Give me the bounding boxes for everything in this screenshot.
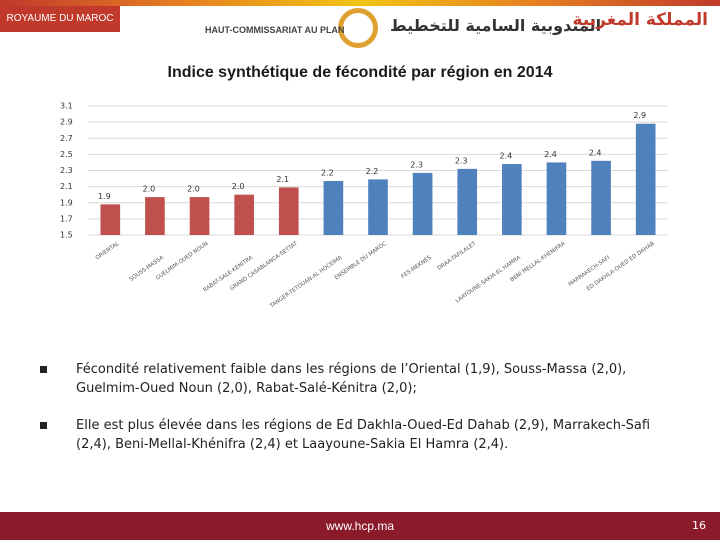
- y-tick-label: 1.5: [60, 231, 73, 240]
- bar: [368, 179, 388, 235]
- data-label: 2.9: [633, 111, 646, 120]
- bar: [591, 160, 611, 235]
- page-number: 16: [692, 519, 706, 532]
- y-tick-label: 1.7: [60, 214, 73, 223]
- footer-url: www.hcp.ma: [325, 519, 395, 533]
- chart-title: Indice synthétique de fécondité par régi…: [167, 64, 553, 81]
- bar: [189, 197, 210, 235]
- bar: [278, 187, 299, 235]
- country-label: ROYAUME DU MAROC: [0, 6, 120, 32]
- data-label: 2.1: [276, 175, 289, 184]
- bar: [145, 197, 165, 235]
- bar: [234, 194, 254, 235]
- x-tick-label: MARRAKECH-SAFI: [568, 255, 612, 288]
- data-label: 2.0: [187, 185, 200, 194]
- x-tick-label: ENSEMBLE DU MAROC: [334, 241, 388, 281]
- bar: [100, 204, 121, 235]
- bullet-list: Fécondité relativement faible dans les r…: [40, 360, 680, 472]
- data-label: 2.2: [366, 167, 379, 176]
- x-tick-label: DRAA-TAFILALET: [437, 241, 478, 272]
- logo: [338, 8, 378, 48]
- y-tick-label: 3.1: [60, 102, 73, 111]
- institution-name: HAUT-COMMISSARIAT AU PLAN: [205, 25, 345, 35]
- x-tick-label: GUELMIM-OUED NOUN: [155, 241, 210, 282]
- bar: [323, 180, 344, 235]
- data-label: 2.3: [410, 160, 423, 169]
- data-label: 2.0: [143, 185, 156, 194]
- bar: [412, 172, 433, 235]
- header-strip: [0, 0, 720, 6]
- data-label: 2.3: [455, 156, 468, 165]
- y-tick-label: 2.9: [60, 118, 73, 127]
- chart: 1.5 1.7 1.9 2.1 2.3 2.5 2.7 2.9 3.1 1.9 ORIENTAL 2.…: [60, 102, 668, 310]
- footer: www.hcp.ma 16: [0, 512, 720, 540]
- bar: [635, 123, 656, 235]
- data-label: 2.0: [232, 182, 245, 191]
- data-label: 2.4: [544, 150, 557, 159]
- data-label: 2.2: [321, 168, 334, 177]
- institution-name-ar: المندوبية السامية للتخطيط: [390, 16, 602, 35]
- y-tick-label: 2.7: [60, 134, 73, 143]
- y-tick-label: 2.1: [60, 182, 73, 191]
- data-label: 1.9: [98, 192, 111, 201]
- bar: [502, 164, 522, 235]
- y-tick-label: 2.5: [60, 150, 73, 159]
- country-label-ar: المملكة المغربية: [572, 10, 708, 30]
- bar: [546, 162, 567, 235]
- data-label: 2.4: [499, 152, 512, 161]
- x-tick-label: ORIENTAL: [95, 240, 121, 261]
- y-tick-label: 1.9: [60, 198, 73, 207]
- x-tick-label: TANGER-TETOUAN-AL HOCEIMA: [268, 255, 343, 310]
- bullet: Elle est plus élevée dans les régions de…: [40, 416, 680, 454]
- bullet: Fécondité relativement faible dans les r…: [40, 360, 680, 398]
- y-tick-label: 2.3: [60, 166, 73, 175]
- bar: [457, 168, 478, 235]
- x-tick-label: FES-MEKNES: [400, 255, 433, 280]
- data-label: 2.4: [589, 148, 602, 157]
